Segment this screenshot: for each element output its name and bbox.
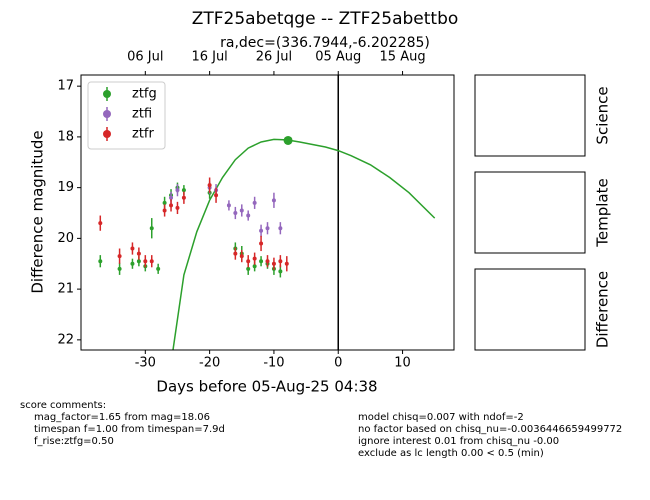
top-x-tick-label: 05 Aug — [315, 50, 361, 65]
panel-label: Science — [594, 86, 612, 144]
y-tick-label: 20 — [57, 231, 74, 246]
legend-label: ztfg — [132, 87, 157, 102]
data-point — [181, 195, 186, 200]
data-point — [181, 188, 186, 193]
data-point — [284, 261, 289, 266]
y-axis-label: Difference magnitude — [29, 130, 47, 293]
panel-label: Template — [594, 178, 612, 247]
data-point — [278, 269, 283, 274]
data-point — [226, 203, 231, 208]
data-point — [130, 261, 135, 266]
data-point — [169, 195, 174, 200]
top-x-tick-label: 16 Jul — [191, 50, 227, 65]
data-point — [239, 208, 244, 213]
comment-text: score comments: — [20, 400, 106, 411]
panel-label: Difference — [594, 271, 612, 348]
comment-text: ignore interest 0.01 from chisq_nu -0.00 — [358, 436, 559, 447]
legend-marker — [103, 130, 111, 138]
data-point — [175, 188, 180, 193]
data-point — [162, 208, 167, 213]
y-tick-label: 21 — [57, 282, 74, 297]
top-x-tick-label: 06 Jul — [127, 50, 163, 65]
x-tick-label: 0 — [334, 356, 342, 371]
chart-subtitle: ra,dec=(336.7944,-6.202285) — [220, 35, 430, 51]
data-point — [130, 246, 135, 251]
plot-frame — [80, 74, 455, 351]
legend-label: ztfi — [132, 107, 152, 122]
data-point — [252, 264, 257, 269]
x-tick-label: -20 — [199, 356, 220, 371]
chart-title: ZTF25abetqge -- ZTF25abettbo — [192, 9, 459, 29]
comment-text: model chisq=0.007 with ndof=-2 — [358, 412, 524, 423]
top-x-tick-label: 26 Jul — [256, 50, 292, 65]
x-axis-label: Days before 05-Aug-25 04:38 — [156, 378, 377, 396]
image-panel — [474, 268, 586, 351]
data-point — [278, 259, 283, 264]
data-point — [207, 183, 212, 188]
data-point — [246, 266, 251, 271]
data-point — [233, 211, 238, 216]
peak-marker — [283, 135, 293, 145]
data-point — [233, 251, 238, 256]
plot-area — [98, 75, 436, 350]
image-panel — [474, 171, 586, 254]
data-point — [259, 259, 264, 264]
data-point — [239, 254, 244, 259]
data-point — [143, 259, 148, 264]
legend-label: ztfr — [132, 127, 154, 142]
data-point — [149, 226, 154, 231]
data-point — [265, 226, 270, 231]
data-point — [246, 213, 251, 218]
comment-text: f_rise:ztfg=0.50 — [34, 436, 114, 447]
data-point — [169, 203, 174, 208]
y-tick-label: 19 — [57, 180, 74, 195]
y-tick-label: 22 — [57, 332, 74, 347]
data-point — [246, 259, 251, 264]
data-point — [278, 226, 283, 231]
image-panel — [474, 74, 586, 157]
data-point — [175, 205, 180, 210]
comment-text: mag_factor=1.65 from mag=18.06 — [34, 412, 210, 423]
legend-marker — [103, 90, 111, 98]
comment-text: exclude as lc length 0.00 < 0.5 (min) — [358, 448, 544, 459]
data-point — [162, 200, 167, 205]
data-point — [117, 266, 122, 271]
data-point — [252, 200, 257, 205]
x-tick-label: 10 — [394, 356, 411, 371]
data-point — [149, 259, 154, 264]
x-tick-label: -30 — [135, 356, 156, 371]
data-point — [265, 259, 270, 264]
data-point — [259, 228, 264, 233]
data-point — [271, 261, 276, 266]
y-tick-label: 17 — [57, 79, 74, 94]
data-point — [98, 259, 103, 264]
data-point — [98, 221, 103, 226]
data-point — [136, 251, 141, 256]
data-point — [117, 254, 122, 259]
comment-text: timespan f=1.00 from timespan=7.9d — [34, 424, 225, 435]
data-point — [271, 198, 276, 203]
data-point — [214, 193, 219, 198]
x-tick-label: -10 — [263, 356, 284, 371]
legend-marker — [103, 110, 111, 118]
data-point — [252, 256, 257, 261]
top-x-tick-label: 15 Aug — [380, 50, 426, 65]
y-tick-label: 18 — [57, 129, 74, 144]
data-point — [156, 266, 161, 271]
data-point — [136, 259, 141, 264]
model-curve — [172, 138, 436, 350]
data-point — [259, 241, 264, 246]
comment-text: no factor based on chisq_nu=-0.003644665… — [358, 424, 622, 435]
